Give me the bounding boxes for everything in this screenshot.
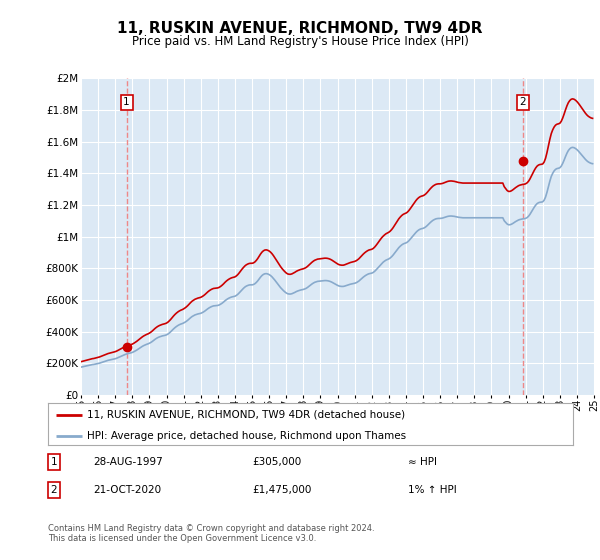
Text: 1% ↑ HPI: 1% ↑ HPI (408, 485, 457, 495)
Text: 2: 2 (50, 485, 58, 495)
Text: Contains HM Land Registry data © Crown copyright and database right 2024.
This d: Contains HM Land Registry data © Crown c… (48, 524, 374, 543)
Text: £1,475,000: £1,475,000 (252, 485, 311, 495)
Text: 11, RUSKIN AVENUE, RICHMOND, TW9 4DR (detached house): 11, RUSKIN AVENUE, RICHMOND, TW9 4DR (de… (88, 410, 406, 420)
Text: 11, RUSKIN AVENUE, RICHMOND, TW9 4DR: 11, RUSKIN AVENUE, RICHMOND, TW9 4DR (117, 21, 483, 36)
Text: ≈ HPI: ≈ HPI (408, 457, 437, 467)
Text: 28-AUG-1997: 28-AUG-1997 (93, 457, 163, 467)
Text: 21-OCT-2020: 21-OCT-2020 (93, 485, 161, 495)
Text: £305,000: £305,000 (252, 457, 301, 467)
Text: 1: 1 (123, 97, 130, 107)
Text: Price paid vs. HM Land Registry's House Price Index (HPI): Price paid vs. HM Land Registry's House … (131, 35, 469, 48)
Text: 1: 1 (50, 457, 58, 467)
Text: 2: 2 (520, 97, 526, 107)
Text: HPI: Average price, detached house, Richmond upon Thames: HPI: Average price, detached house, Rich… (88, 431, 407, 441)
